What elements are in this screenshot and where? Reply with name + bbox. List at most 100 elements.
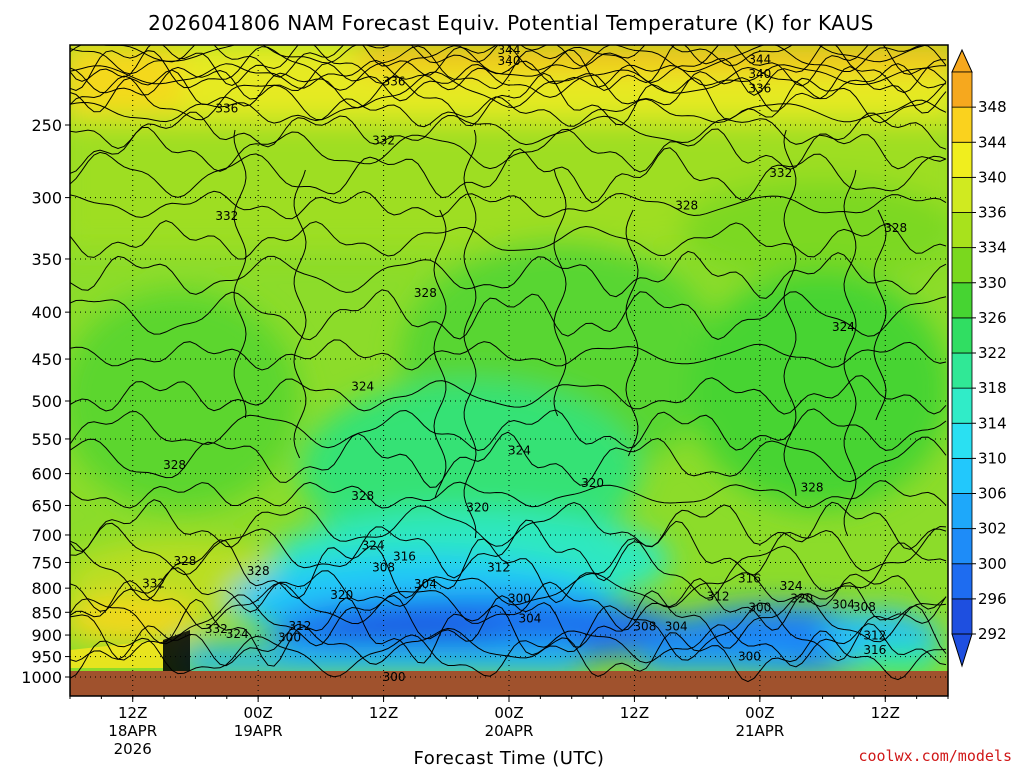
contour-label: 316 bbox=[863, 643, 886, 657]
contour-line bbox=[843, 169, 857, 537]
colorbar-label: 330 bbox=[978, 274, 1007, 292]
contour-line bbox=[70, 499, 947, 553]
colorbar-label: 334 bbox=[978, 239, 1007, 257]
contour-label: 320 bbox=[581, 476, 604, 490]
contour-line bbox=[70, 45, 929, 67]
contour-label: 320 bbox=[466, 500, 489, 514]
colorbar-label: 348 bbox=[978, 98, 1007, 116]
contour-label: 328 bbox=[884, 221, 907, 235]
contour-label: 328 bbox=[174, 554, 197, 568]
contour-line bbox=[70, 623, 947, 668]
contour-line bbox=[70, 630, 947, 683]
contour-line bbox=[70, 289, 947, 341]
contour-line bbox=[70, 597, 947, 667]
x-tick-label: 20APR bbox=[485, 722, 534, 740]
contour-label: 328 bbox=[351, 489, 374, 503]
contour-label: 300 bbox=[508, 591, 531, 605]
ground-strip bbox=[70, 671, 948, 696]
contour-label: 300 bbox=[748, 601, 771, 615]
colorbar-segment bbox=[951, 422, 973, 459]
colorbar-label: 292 bbox=[978, 625, 1007, 643]
contour-label: 336 bbox=[748, 81, 771, 95]
y-tick-label: 450 bbox=[31, 350, 62, 369]
y-tick-label: 900 bbox=[31, 626, 62, 645]
colorbar-label: 306 bbox=[978, 485, 1007, 503]
y-tick-label: 700 bbox=[31, 526, 62, 545]
y-tick-label: 1000 bbox=[21, 668, 62, 687]
contour-label: 324 bbox=[780, 579, 803, 593]
contour-label: 300 bbox=[738, 650, 761, 664]
contour-label: 300 bbox=[383, 670, 406, 684]
contour-label: 332 bbox=[769, 166, 792, 180]
grid-lines bbox=[70, 45, 948, 696]
contour-label: 332 bbox=[372, 134, 395, 148]
x-tick-label: 12Z bbox=[369, 704, 398, 722]
contour-label: 328 bbox=[163, 458, 186, 472]
contour-label: 300 bbox=[278, 631, 301, 645]
contour-line bbox=[433, 209, 447, 499]
contour-line bbox=[70, 250, 947, 299]
colorbar-label: 344 bbox=[978, 133, 1007, 151]
colorbar-segment bbox=[951, 247, 973, 284]
contour-line bbox=[70, 62, 947, 102]
contour-line bbox=[70, 375, 947, 415]
x-tick-label: 00Z bbox=[243, 704, 272, 722]
colorbar-segment bbox=[951, 317, 973, 354]
contour-label: 332 bbox=[205, 622, 228, 636]
colorbar-segment bbox=[951, 106, 973, 143]
contour-label: 304 bbox=[665, 620, 688, 634]
contour-line bbox=[70, 408, 947, 452]
contour-label: 308 bbox=[633, 620, 656, 634]
colorbar-segment bbox=[951, 176, 973, 213]
contour-label: 316 bbox=[738, 572, 761, 586]
contour-label: 328 bbox=[247, 564, 270, 578]
contour-label: 324 bbox=[508, 443, 531, 457]
colorbar-label: 322 bbox=[978, 344, 1007, 362]
x-tick-label: 19APR bbox=[234, 722, 283, 740]
contour-label: 304 bbox=[518, 611, 541, 625]
contour-line bbox=[70, 45, 946, 96]
contour-line bbox=[70, 147, 947, 204]
y-tick-label: 750 bbox=[31, 553, 62, 572]
colorbar-segment bbox=[951, 282, 973, 319]
colorbar-label: 326 bbox=[978, 309, 1007, 327]
colorbar-label: 340 bbox=[978, 168, 1007, 186]
contour-line bbox=[70, 96, 947, 128]
contour-label: 344 bbox=[498, 43, 521, 57]
y-tick-label: 300 bbox=[31, 189, 62, 208]
colorbar-segment bbox=[951, 71, 973, 108]
colorbar-label: 336 bbox=[978, 204, 1007, 222]
x-tick-label: 2026 bbox=[114, 740, 152, 758]
contour-label: 324 bbox=[226, 627, 249, 641]
contour-line bbox=[70, 339, 947, 371]
contour-label: 344 bbox=[748, 52, 771, 66]
contour-label: 340 bbox=[748, 67, 771, 81]
contour-label: 328 bbox=[675, 198, 698, 212]
contour-line bbox=[553, 169, 567, 417]
contour-line bbox=[70, 431, 947, 488]
contour-label: 316 bbox=[393, 550, 416, 564]
y-tick-label: 600 bbox=[31, 465, 62, 484]
colorbar-segment bbox=[951, 457, 973, 494]
x-tick-label: 18APR bbox=[108, 722, 157, 740]
x-axis-title: Forecast Time (UTC) bbox=[414, 748, 605, 768]
source-credit: coolwx.com/models bbox=[858, 747, 1012, 765]
contour-label: 304 bbox=[414, 577, 437, 591]
contour-label: 320 bbox=[790, 591, 813, 605]
contour-label: 304 bbox=[832, 598, 855, 612]
colorbar-label: 296 bbox=[978, 590, 1007, 608]
contour-line bbox=[783, 129, 797, 497]
y-tick-label: 850 bbox=[31, 603, 62, 622]
colorbar-segment bbox=[951, 141, 973, 178]
contour-label: 324 bbox=[832, 320, 855, 334]
contour-label: 332 bbox=[142, 577, 165, 591]
contour-label: 328 bbox=[414, 286, 437, 300]
y-tick-label: 400 bbox=[31, 303, 62, 322]
y-tick-label: 550 bbox=[31, 430, 62, 449]
contour-label: 332 bbox=[215, 209, 238, 223]
y-tick-label: 350 bbox=[31, 250, 62, 269]
colorbar-segment bbox=[951, 598, 973, 635]
